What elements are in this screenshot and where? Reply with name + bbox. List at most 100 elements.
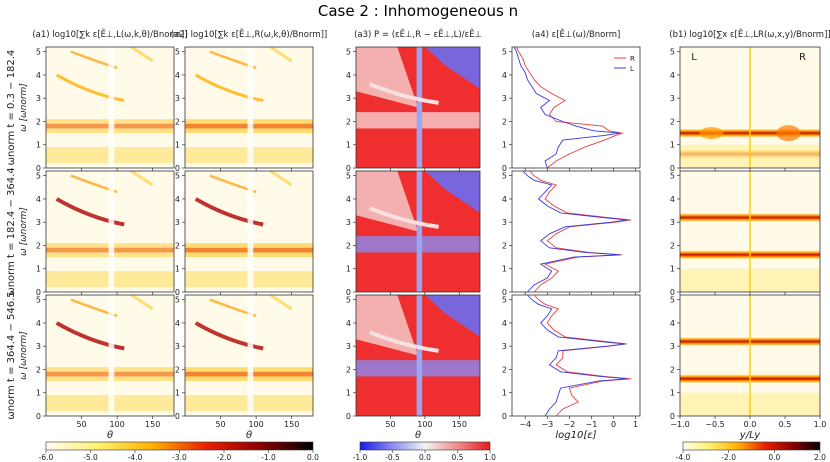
legend-label-R: R bbox=[630, 55, 635, 63]
x-tick-label: 0.0 bbox=[744, 420, 757, 429]
y-tick-label: 0 bbox=[36, 412, 41, 421]
ylabel-3: ω [ωnorm] bbox=[19, 331, 29, 380]
y-tick-label: 5 bbox=[175, 296, 180, 305]
x-tick-label: 150 bbox=[284, 420, 299, 429]
y-tick-label: 4 bbox=[502, 195, 507, 204]
y-tick-label: 3 bbox=[502, 218, 507, 227]
heat-ridge bbox=[130, 47, 154, 63]
colorbar-tick-label: -1.0 bbox=[261, 453, 276, 462]
y-tick-label: 0 bbox=[502, 288, 507, 297]
panel-a4-row2: 0 1 2 3 4 5 bbox=[502, 170, 641, 297]
y-tick-label: 1 bbox=[502, 389, 507, 398]
y-tick-label: 4 bbox=[502, 319, 507, 328]
annotation-label-L: L bbox=[691, 52, 697, 63]
y-tick-label: 4 bbox=[175, 195, 180, 204]
y-tick-label: 2 bbox=[346, 365, 351, 374]
series-line-R bbox=[529, 170, 632, 293]
axes-frame bbox=[45, 170, 175, 293]
row-label-text: ωnorm t = 364.4 − 546.5 bbox=[6, 291, 17, 419]
y-tick-label: 0 bbox=[670, 412, 675, 421]
heat-ridge bbox=[194, 73, 264, 102]
colorbar-tick-label: -2.0 bbox=[217, 453, 232, 462]
y-tick-label: 2 bbox=[175, 241, 180, 250]
x-tick-label: −1 bbox=[586, 420, 598, 429]
panel-a3-row3: 0 1 2 3 4 5 50 100 150 bbox=[346, 294, 481, 429]
y-tick-label: 0 bbox=[346, 164, 351, 173]
y-tick-label: 5 bbox=[346, 172, 351, 181]
heatmap-body bbox=[680, 171, 820, 292]
y-tick-label: 4 bbox=[670, 319, 675, 328]
y-tick-label: 4 bbox=[36, 319, 41, 328]
y-tick-label: 5 bbox=[502, 172, 507, 181]
y-tick-label: 4 bbox=[175, 71, 180, 80]
heat-ridge bbox=[130, 171, 154, 187]
y-tick-label: 5 bbox=[502, 48, 507, 57]
y-tick-label: 5 bbox=[36, 296, 41, 305]
y-tick-label: 1 bbox=[346, 389, 351, 398]
x-tick-label: 150 bbox=[452, 420, 467, 429]
colorbar-tick-label: -4.0 bbox=[128, 453, 143, 462]
y-tick-label: 4 bbox=[670, 195, 675, 204]
colorbar-a3: -1.0 -0.5 0.0 0.5 1.0 bbox=[353, 441, 496, 462]
colorbar-tick-label: 1.0 bbox=[484, 453, 496, 462]
colorbar-tick-label: 0.0 bbox=[768, 453, 780, 462]
ylabel-2: ω [ωnorm] bbox=[19, 207, 29, 256]
heat-ridge bbox=[269, 47, 293, 63]
colorbar-tick-label: 0.0 bbox=[419, 453, 431, 462]
ylabel-1: ω [ωnorm] bbox=[19, 83, 29, 132]
colorbar-tick-label: -5.0 bbox=[83, 453, 98, 462]
y-tick-label: 3 bbox=[175, 218, 180, 227]
y-tick-label: 0 bbox=[36, 288, 41, 297]
colorbar-tick-label: -6.0 bbox=[39, 453, 54, 462]
y-tick-label: 1 bbox=[346, 141, 351, 150]
colorbar-a: -6.0 -5.0 -4.0 -3.0 -2.0 -1.0 0.0 bbox=[39, 441, 319, 462]
heatmap-body bbox=[680, 295, 820, 416]
panel-b1-row1: 0 1 2 3 4 5 L R bbox=[670, 46, 821, 173]
heat-region bbox=[416, 295, 423, 416]
heat-ridge bbox=[55, 197, 125, 227]
heatmap-body bbox=[185, 295, 313, 416]
heat-ridge bbox=[269, 295, 293, 311]
panel-b1-row3: 0 1 2 3 4 5 −1.0 −0.5 0.0 0.5 1.0 bbox=[670, 294, 827, 429]
y-tick-label: 1 bbox=[502, 141, 507, 150]
heat-ridge bbox=[369, 82, 439, 105]
y-tick-label: 5 bbox=[502, 296, 507, 305]
legend-label-L: L bbox=[630, 65, 634, 73]
y-tick-label: 0 bbox=[36, 164, 41, 173]
y-tick-label: 2 bbox=[346, 117, 351, 126]
y-tick-label: 5 bbox=[346, 48, 351, 57]
x-tick-label: 1 bbox=[633, 420, 638, 429]
colorbar-tick-label: -4.0 bbox=[676, 453, 691, 462]
colorbar-tick-label: -0.5 bbox=[385, 453, 400, 462]
y-tick-label: 2 bbox=[36, 117, 41, 126]
y-tick-label: 1 bbox=[670, 265, 675, 274]
x-tick-label: 50 bbox=[76, 420, 86, 429]
colorbar-gradient bbox=[682, 441, 821, 451]
heat-gap bbox=[247, 171, 254, 292]
colorbar-tick-label: -1.0 bbox=[353, 453, 368, 462]
axes-frame bbox=[355, 294, 481, 417]
y-tick-label: 1 bbox=[502, 265, 507, 274]
annotation-label-R: R bbox=[799, 52, 806, 63]
heat-ridge bbox=[55, 73, 125, 102]
xlabel-a2: θ bbox=[246, 430, 252, 441]
x-tick-label: −3 bbox=[541, 420, 553, 429]
y-tick-label: 5 bbox=[670, 172, 675, 181]
series-line-L bbox=[522, 170, 627, 293]
x-tick-label: 1.0 bbox=[814, 420, 827, 429]
y-tick-label: 5 bbox=[175, 172, 180, 181]
x-tick-label: −1.0 bbox=[670, 420, 689, 429]
heat-blob bbox=[776, 125, 801, 142]
y-tick-label: 5 bbox=[36, 172, 41, 181]
ylabel-text: ω [ωnorm] bbox=[19, 331, 29, 380]
y-tick-label: 3 bbox=[670, 218, 675, 227]
heat-region bbox=[356, 47, 418, 108]
y-tick-label: 2 bbox=[670, 241, 675, 250]
x-tick-label: 50 bbox=[215, 420, 225, 429]
y-tick-label: 2 bbox=[175, 365, 180, 374]
x-tick-label: −2 bbox=[563, 420, 575, 429]
heat-gap bbox=[108, 295, 115, 416]
x-tick-label: −0.5 bbox=[705, 420, 724, 429]
axes-frame bbox=[511, 294, 641, 417]
heatmap-body bbox=[356, 171, 480, 292]
